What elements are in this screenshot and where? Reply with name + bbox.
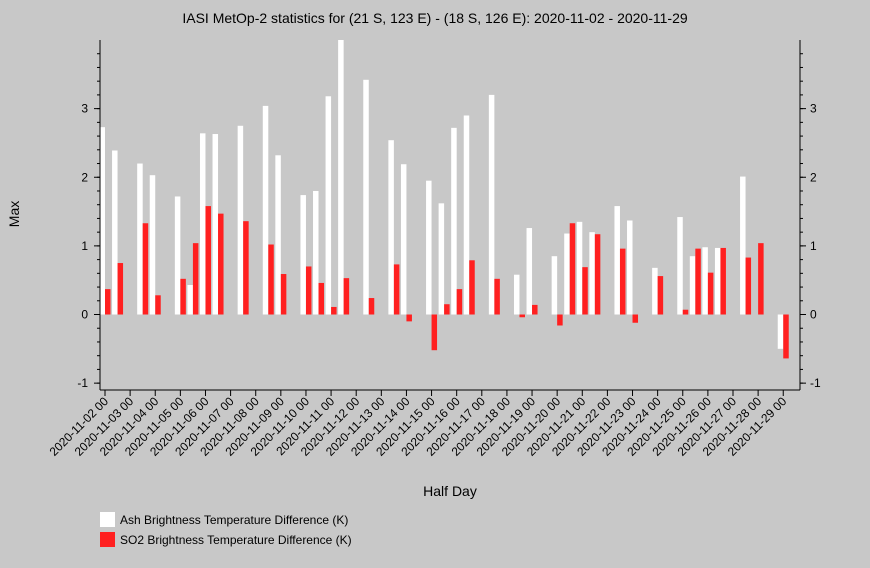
bar-so2	[469, 260, 475, 315]
bar-so2	[532, 304, 538, 315]
legend-swatch-so2	[100, 532, 115, 547]
bar-ash	[262, 105, 269, 315]
bar-so2	[494, 278, 500, 315]
x-axis-label: Half Day	[423, 483, 477, 499]
bar-ash	[426, 180, 432, 315]
legend: Ash Brightness Temperature Difference (K…	[100, 512, 352, 547]
bar-ash	[689, 256, 696, 315]
bar-so2	[444, 304, 450, 315]
bar-so2	[619, 248, 626, 315]
y-tick-label: 0	[810, 308, 817, 322]
bar-ash	[363, 79, 369, 315]
bar-ash	[451, 127, 457, 315]
bar-ash	[564, 233, 570, 315]
bar-ash	[237, 125, 244, 315]
bar-so2	[406, 314, 412, 322]
bar-ash	[714, 247, 721, 315]
bar-so2	[318, 282, 325, 315]
bar-ash	[576, 221, 583, 315]
bar-ash	[149, 175, 156, 315]
bar-so2	[720, 247, 726, 315]
legend-label-so2: SO2 Brightness Temperature Difference (K…	[120, 533, 352, 547]
bar-ash	[551, 256, 558, 315]
y-axis-label: Max	[6, 201, 22, 227]
y-tick-label: -1	[810, 376, 821, 390]
y-tick-label: 3	[81, 102, 88, 116]
bar-ash	[313, 190, 319, 315]
y-tick-label: -1	[77, 376, 88, 390]
bar-so2	[280, 274, 287, 315]
bar-so2	[657, 276, 664, 315]
bar-so2	[745, 257, 752, 315]
bar-ash	[112, 150, 118, 315]
bar-so2	[218, 213, 224, 315]
bar-so2	[569, 223, 576, 315]
bar-ash	[338, 40, 344, 315]
bar-ash	[438, 203, 445, 315]
bar-so2	[582, 267, 588, 315]
bar-ash	[187, 285, 193, 315]
bar-ash	[513, 274, 520, 315]
bar-so2	[431, 314, 438, 351]
bar-ash	[300, 195, 306, 315]
bar-ash	[174, 196, 181, 315]
bar-so2	[243, 221, 249, 315]
bar-so2	[343, 278, 350, 315]
bar-so2	[155, 295, 161, 315]
y-tick-label: 0	[81, 308, 88, 322]
chart-title: IASI MetOp-2 statistics for (21 S, 123 E…	[182, 10, 687, 26]
bar-so2	[105, 289, 111, 315]
bar-so2	[393, 264, 400, 315]
bar-ash	[137, 163, 143, 315]
bar-ash	[463, 115, 470, 315]
y-tick-label: 2	[81, 170, 88, 184]
legend-swatch-ash	[100, 512, 115, 527]
y-tick-label: 2	[810, 170, 817, 184]
bar-so2	[707, 272, 714, 315]
bar-ash	[526, 228, 533, 315]
bar-ash	[677, 217, 683, 315]
bar-ash	[589, 232, 595, 315]
bar-ash	[388, 140, 394, 315]
bar-so2	[268, 244, 274, 315]
y-tick-label: 1	[810, 239, 817, 253]
bar-so2	[519, 314, 525, 318]
bar-so2	[456, 289, 463, 315]
bar-ash	[99, 127, 105, 315]
bar-so2	[205, 206, 211, 315]
bar-ash	[614, 206, 620, 315]
bar-ash	[740, 176, 746, 315]
bar-so2	[192, 243, 199, 315]
bar-so2	[368, 298, 375, 315]
bar-so2	[117, 263, 124, 315]
bar-so2	[632, 314, 639, 323]
bar-ash	[199, 133, 206, 315]
bar-ash	[488, 94, 495, 315]
bar-so2	[783, 314, 789, 359]
bar-ash	[400, 164, 407, 315]
bar-so2	[557, 314, 563, 326]
bar-ash	[702, 247, 708, 315]
bar-so2	[331, 306, 337, 315]
bars-group	[99, 40, 789, 359]
bar-so2	[305, 266, 312, 315]
bar-so2	[180, 278, 186, 315]
bar-so2	[682, 309, 689, 315]
bar-ash	[652, 267, 658, 315]
bar-ash	[777, 314, 784, 349]
bar-so2	[142, 223, 149, 315]
bar-so2	[695, 248, 701, 315]
bar-ash	[325, 96, 332, 315]
y-tick-label: 1	[81, 239, 88, 253]
bar-ash	[275, 155, 281, 315]
bar-ash	[212, 134, 219, 315]
y-tick-label: 3	[810, 102, 817, 116]
bar-so2	[594, 234, 601, 315]
legend-label-ash: Ash Brightness Temperature Difference (K…	[120, 513, 348, 527]
bar-so2	[758, 243, 764, 315]
bar-ash	[627, 220, 633, 315]
